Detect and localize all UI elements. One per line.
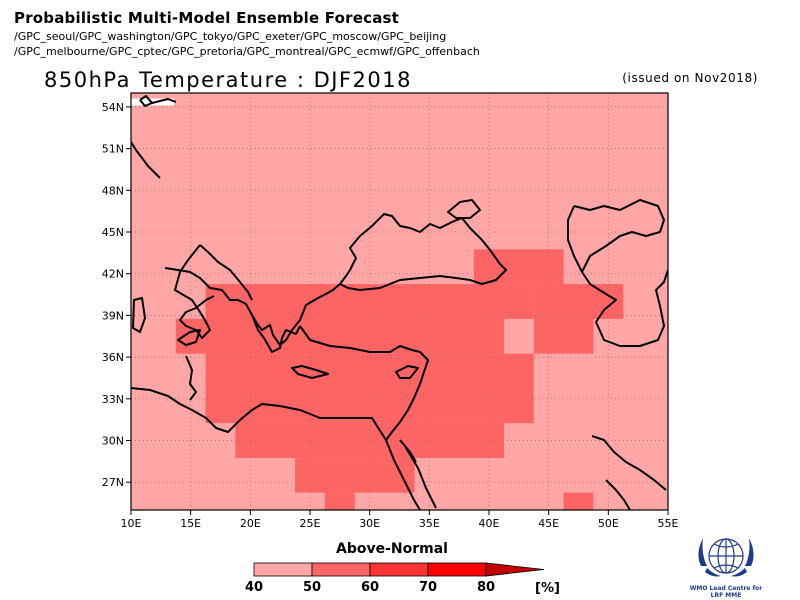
y-tick-label: 36N (102, 351, 124, 364)
x-tick-label: 50E (598, 517, 619, 530)
x-tick-label: 55E (658, 517, 679, 530)
coast-black-sea (339, 213, 507, 291)
cell-class-1 (324, 492, 355, 510)
coast-levant (385, 371, 425, 441)
coastlines (131, 95, 668, 510)
issued-date: (issued on Nov2018) (622, 71, 758, 85)
coast-anatolia-south (299, 325, 429, 373)
coast-greece (251, 314, 301, 353)
y-tick-label: 30N (102, 435, 124, 448)
x-tick-label: 20E (240, 517, 261, 530)
coast-caspian (573, 199, 668, 347)
axis-ticks: 10E 15E 20E 25E 30E 35E 40E 45E 50E 55E 27N 30N 33N 3… (102, 101, 679, 530)
coast-gulf (591, 435, 667, 510)
x-tick-label: 45E (538, 517, 559, 530)
x-tick-label: 40E (479, 517, 500, 530)
y-tick-label: 33N (102, 393, 124, 406)
y-tick-label: 42N (102, 268, 124, 281)
coast-africa-north (131, 387, 387, 441)
map-title: 850hPa Temperature : DJF2018 (44, 68, 412, 92)
cell-class-1 (533, 284, 624, 319)
x-tick-label: 10E (121, 517, 142, 530)
map-frame (130, 92, 669, 511)
colorbar-label: 50 (303, 580, 321, 595)
colorbar-arrow (485, 562, 545, 577)
legend-unit: [%] (535, 581, 560, 596)
cell-class-1 (205, 353, 534, 424)
colorbar-label: 70 (419, 580, 437, 595)
coast-europe (131, 95, 341, 346)
colorbar-swatch (369, 562, 429, 577)
y-tick-label: 45N (102, 226, 124, 239)
coast-cyprus (395, 365, 419, 379)
cell-class-1 (205, 284, 534, 354)
colorbar-swatch (427, 562, 487, 577)
cell-class-1 (563, 492, 594, 510)
y-tick-label: 27N (102, 476, 124, 489)
colorbar-label: 40 (245, 580, 263, 595)
coast-sardinia (132, 297, 146, 333)
x-tick-label: 30E (359, 517, 380, 530)
x-tick-label: 25E (300, 517, 321, 530)
probability-grid (131, 93, 668, 510)
wmo-logo (698, 538, 754, 577)
coast-caspian-west (567, 205, 583, 273)
legend-title: Above-Normal (336, 541, 448, 557)
coast-italy (174, 244, 215, 339)
coast-adriatic (199, 244, 253, 301)
cell-class-0 (503, 318, 534, 354)
y-tick-label: 54N (102, 101, 124, 114)
y-tick-label: 39N (102, 309, 124, 322)
colorbar: 40 50 60 70 80 (245, 562, 545, 595)
colorbar-label: 60 (361, 580, 379, 595)
cell-class-1 (474, 249, 564, 285)
colorbar-swatch (311, 562, 371, 577)
x-tick-label: 35E (419, 517, 440, 530)
cell-class-1 (295, 457, 415, 493)
y-tick-label: 51N (102, 143, 124, 156)
coast-sicily (177, 329, 201, 346)
x-tick-label: 15E (180, 517, 201, 530)
colorbar-label: 80 (477, 580, 495, 595)
coast-azov (447, 199, 481, 219)
source-list-line-1: /GPC_seoul/GPC_washington/GPC_tokyo/GPC_… (14, 30, 447, 43)
page-title: Probabilistic Multi-Model Ensemble Forec… (14, 9, 400, 27)
source-list-line-2: /GPC_melbourne/GPC_cptec/GPC_pretoria/GP… (14, 45, 480, 58)
colorbar-swatch (253, 562, 313, 577)
coast-red-sea (385, 439, 437, 510)
graticule (131, 93, 668, 510)
cell-class-1 (533, 318, 594, 354)
coast-crete (291, 365, 329, 379)
coast-tunisia (185, 355, 197, 401)
wmo-caption: WMO Lead Centre for LRF MME (689, 585, 763, 599)
y-tick-label: 48N (102, 184, 124, 197)
